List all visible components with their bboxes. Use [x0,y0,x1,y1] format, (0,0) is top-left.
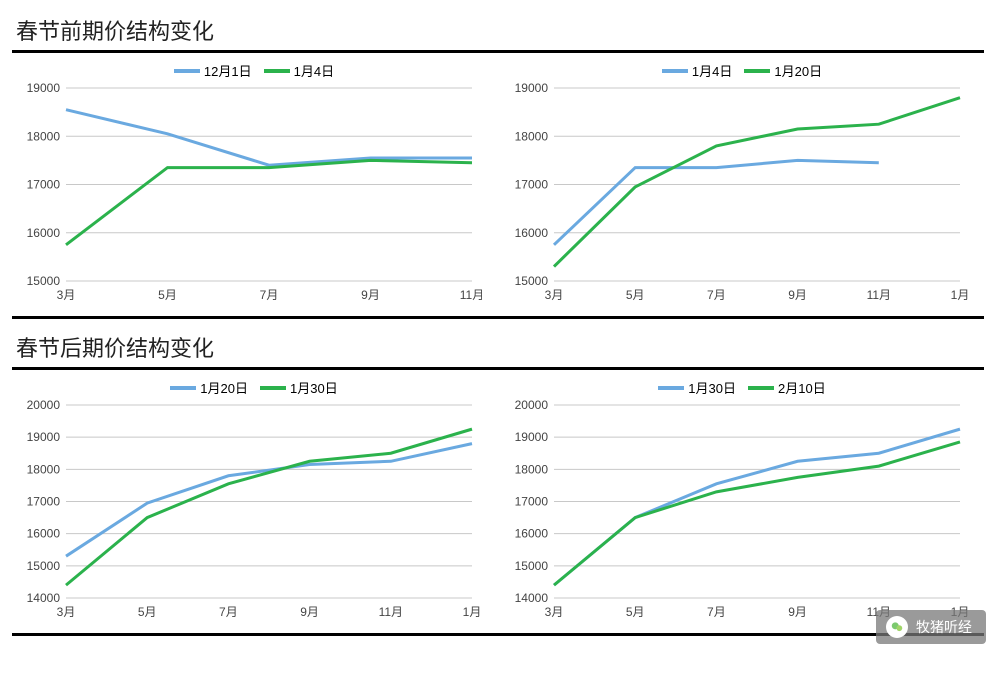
x-tick-label: 11月 [460,288,482,302]
y-tick-label: 16000 [515,527,549,541]
legend-item: 1月4日 [264,61,334,80]
series-line [554,98,960,267]
x-tick-label: 7月 [707,605,726,619]
x-tick-label: 3月 [57,605,76,619]
legend-label: 1月4日 [692,61,732,80]
series-line [66,429,472,585]
x-tick-label: 5月 [626,605,645,619]
chart-legend: 1月4日 1月20日 [500,57,984,82]
x-tick-label: 5月 [138,605,157,619]
x-tick-label: 3月 [57,288,76,302]
x-tick-label: 5月 [626,288,645,302]
x-tick-label: 7月 [260,288,279,302]
series-line [554,160,879,244]
legend-item: 1月30日 [658,378,736,397]
y-tick-label: 19000 [515,82,549,95]
chart-legend: 1月20日 1月30日 [12,374,496,399]
y-tick-label: 15000 [27,559,61,573]
y-tick-label: 20000 [27,399,61,412]
legend-swatch [260,386,286,390]
legend-label: 1月30日 [290,378,338,397]
y-tick-label: 14000 [27,591,61,605]
legend-swatch [744,69,770,73]
y-tick-label: 17000 [515,495,549,509]
y-tick-label: 18000 [27,129,61,143]
y-tick-label: 17000 [27,495,61,509]
legend-label: 1月30日 [688,378,736,397]
y-tick-label: 16000 [27,226,61,240]
chart-2: 1月4日 1月20日 15000 16000 17000 18000 19000 3月 5月 7月… [500,57,984,312]
legend-swatch [662,69,688,73]
y-tick-label: 20000 [515,399,549,412]
series-line [66,110,472,165]
legend-label: 1月20日 [200,378,248,397]
legend-item: 2月10日 [748,378,826,397]
y-tick-label: 18000 [515,462,549,476]
legend-swatch [264,69,290,73]
x-tick-label: 1月 [951,288,970,302]
x-tick-label: 11月 [379,605,403,619]
legend-swatch [170,386,196,390]
chart-svg: 14000 15000 16000 17000 18000 19000 20000 3月 5月 7… [500,399,970,624]
series-line [554,442,960,585]
x-tick-label: 11月 [867,288,891,302]
legend-swatch [174,69,200,73]
legend-item: 12月1日 [174,61,252,80]
row-2: 1月20日 1月30日 14000 15000 16000 17000 18000 19000… [12,374,984,636]
chart-svg: 14000 15000 16000 17000 18000 19000 20000 3月 5月 7… [12,399,482,624]
x-tick-label: 5月 [158,288,177,302]
chart-3: 1月20日 1月30日 14000 15000 16000 17000 18000 19000… [12,374,496,629]
x-tick-label: 7月 [219,605,238,619]
legend-label: 1月4日 [294,61,334,80]
x-tick-label: 9月 [361,288,380,302]
watermark: 牧猪听经 [876,610,986,644]
wechat-icon [886,616,908,638]
chart-1: 12月1日 1月4日 15000 16000 17000 18000 19000 3月 5月 7月… [12,57,496,312]
series-line [66,444,472,557]
row-1: 12月1日 1月4日 15000 16000 17000 18000 19000 3月 5月 7月… [12,57,984,319]
legend-label: 12月1日 [204,61,252,80]
y-tick-label: 19000 [515,430,549,444]
legend-label: 1月20日 [774,61,822,80]
y-tick-label: 18000 [515,129,549,143]
y-tick-label: 19000 [27,430,61,444]
chart-4: 1月30日 2月10日 14000 15000 16000 17000 18000 19000… [500,374,984,629]
x-tick-label: 9月 [788,288,807,302]
x-tick-label: 9月 [788,605,807,619]
y-tick-label: 15000 [515,274,549,288]
y-tick-label: 17000 [27,178,61,192]
chart-legend: 1月30日 2月10日 [500,374,984,399]
y-tick-label: 17000 [515,178,549,192]
section1-title: 春节前期价结构变化 [12,12,984,53]
chart-svg: 15000 16000 17000 18000 19000 3月 5月 7月 9月 11月 1月 [500,82,970,307]
x-tick-label: 3月 [545,605,564,619]
series-line [554,429,960,585]
y-tick-label: 19000 [27,82,61,95]
legend-item: 1月4日 [662,61,732,80]
legend-swatch [658,386,684,390]
y-tick-label: 18000 [27,462,61,476]
y-tick-label: 16000 [27,527,61,541]
y-tick-label: 14000 [515,591,549,605]
chart-svg: 15000 16000 17000 18000 19000 3月 5月 7月 9月 11月 [12,82,482,307]
y-tick-label: 15000 [27,274,61,288]
legend-swatch [748,386,774,390]
series-line [66,160,472,244]
legend-item: 1月30日 [260,378,338,397]
y-tick-label: 16000 [515,226,549,240]
section2-title: 春节后期价结构变化 [12,329,984,370]
legend-label: 2月10日 [778,378,826,397]
x-tick-label: 3月 [545,288,564,302]
x-tick-label: 1月 [463,605,482,619]
watermark-label: 牧猪听经 [916,617,972,637]
y-tick-label: 15000 [515,559,549,573]
legend-item: 1月20日 [170,378,248,397]
chart-legend: 12月1日 1月4日 [12,57,496,82]
legend-item: 1月20日 [744,61,822,80]
x-tick-label: 9月 [300,605,319,619]
x-tick-label: 7月 [707,288,726,302]
